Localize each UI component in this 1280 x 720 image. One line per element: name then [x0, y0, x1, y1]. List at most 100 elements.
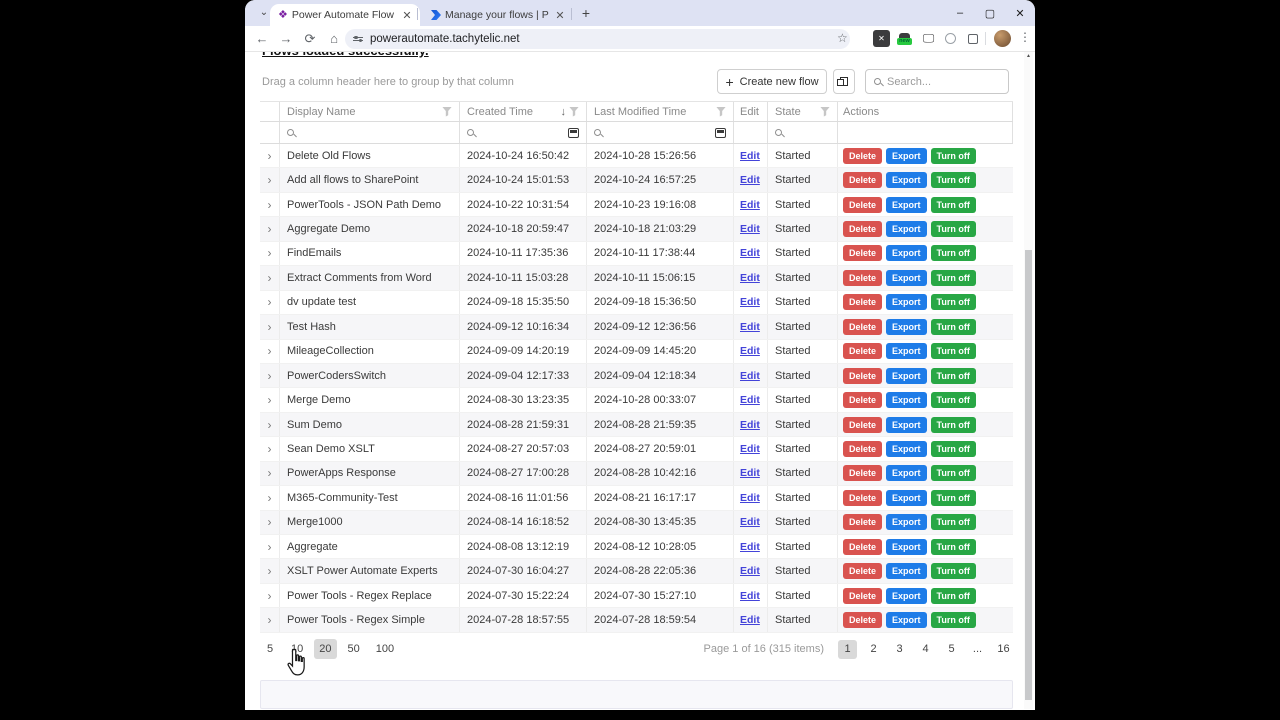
row-expand-icon[interactable]: › — [267, 393, 272, 408]
page-number-4[interactable]: 4 — [922, 643, 929, 655]
page-number-1[interactable]: 1 — [838, 639, 857, 659]
page-size-50[interactable]: 50 — [347, 643, 360, 655]
extension-clock-icon[interactable] — [942, 30, 959, 47]
export-button[interactable]: Export — [886, 612, 927, 629]
delete-button[interactable]: Delete — [843, 392, 883, 409]
column-chooser-button[interactable] — [833, 69, 855, 94]
turn-off-button[interactable]: Turn off — [930, 514, 976, 531]
row-expand-icon[interactable]: › — [267, 173, 272, 188]
search-input[interactable] — [887, 75, 1000, 88]
expand-cell[interactable]: › — [260, 290, 280, 315]
extension-monitor-icon[interactable]: 🖵 — [922, 31, 935, 45]
column-header-created-time[interactable]: Created Time ↓ — [460, 102, 587, 121]
page-number-3[interactable]: 3 — [896, 643, 903, 655]
export-button[interactable]: Export — [886, 563, 927, 580]
address-bar[interactable]: powerautomate.tachytelic.net — [345, 29, 850, 49]
export-button[interactable]: Export — [886, 538, 927, 555]
row-expand-icon[interactable]: › — [267, 246, 272, 261]
delete-button[interactable]: Delete — [843, 538, 883, 555]
row-expand-icon[interactable]: › — [267, 148, 272, 163]
edit-link[interactable]: Edit — [740, 369, 760, 382]
export-button[interactable]: Export — [886, 440, 927, 457]
export-button[interactable]: Export — [886, 489, 927, 506]
row-expand-icon[interactable]: › — [267, 344, 272, 359]
edit-link[interactable]: Edit — [740, 149, 760, 162]
edit-link[interactable]: Edit — [740, 296, 760, 309]
export-button[interactable]: Export — [886, 367, 927, 384]
delete-button[interactable]: Delete — [843, 343, 883, 360]
new-tab-button[interactable]: + — [581, 5, 591, 21]
row-expand-icon[interactable]: › — [267, 319, 272, 334]
page-number-16[interactable]: 16 — [997, 643, 1010, 655]
delete-button[interactable]: Delete — [843, 196, 883, 213]
filter-icon[interactable] — [716, 106, 726, 117]
expand-cell[interactable]: › — [260, 315, 280, 339]
expand-cell[interactable]: › — [260, 266, 280, 290]
edit-link[interactable]: Edit — [740, 565, 760, 578]
delete-button[interactable]: Delete — [843, 440, 883, 457]
turn-off-button[interactable]: Turn off — [930, 612, 976, 629]
filter-cell-created-time[interactable] — [460, 122, 587, 143]
column-header-state[interactable]: State — [768, 102, 838, 121]
delete-button[interactable]: Delete — [843, 147, 883, 164]
delete-button[interactable]: Delete — [843, 294, 883, 311]
turn-off-button[interactable]: Turn off — [930, 465, 976, 482]
tab-close-icon[interactable]: ✕ — [555, 9, 565, 22]
row-expand-icon[interactable]: › — [267, 222, 272, 237]
turn-off-button[interactable]: Turn off — [930, 416, 976, 433]
row-expand-icon[interactable]: › — [267, 197, 272, 212]
edit-link[interactable]: Edit — [740, 320, 760, 333]
turn-off-button[interactable]: Turn off — [930, 172, 976, 189]
edit-link[interactable]: Edit — [740, 247, 760, 260]
export-button[interactable]: Export — [886, 465, 927, 482]
delete-button[interactable]: Delete — [843, 587, 883, 604]
turn-off-button[interactable]: Turn off — [930, 196, 976, 213]
export-button[interactable]: Export — [886, 294, 927, 311]
row-expand-icon[interactable]: › — [267, 515, 272, 530]
export-button[interactable]: Export — [886, 269, 927, 286]
expand-cell[interactable]: › — [260, 412, 280, 437]
calendar-icon[interactable] — [715, 127, 726, 138]
turn-off-button[interactable]: Turn off — [930, 294, 976, 311]
edit-link[interactable]: Edit — [740, 540, 760, 553]
export-button[interactable]: Export — [886, 318, 927, 335]
turn-off-button[interactable]: Turn off — [930, 343, 976, 360]
row-expand-icon[interactable]: › — [267, 588, 272, 603]
row-expand-icon[interactable]: › — [267, 613, 272, 628]
export-button[interactable]: Export — [886, 416, 927, 433]
tab-power-automate-flow-admin[interactable]: ❖ Power Automate Flow Admin ✕ — [270, 4, 420, 26]
delete-button[interactable]: Delete — [843, 221, 883, 238]
expand-cell[interactable]: › — [260, 339, 280, 363]
page-size-20[interactable]: 20 — [314, 639, 337, 659]
filter-cell-state[interactable] — [768, 122, 838, 143]
row-expand-icon[interactable]: › — [267, 466, 272, 481]
expand-cell[interactable]: › — [260, 608, 280, 632]
expand-cell[interactable]: › — [260, 461, 280, 486]
extensions-puzzle-icon[interactable] — [964, 30, 981, 47]
delete-button[interactable]: Delete — [843, 563, 883, 580]
edit-link[interactable]: Edit — [740, 223, 760, 236]
export-button[interactable]: Export — [886, 245, 927, 262]
filter-icon[interactable] — [820, 106, 830, 117]
row-expand-icon[interactable]: › — [267, 539, 272, 554]
delete-button[interactable]: Delete — [843, 416, 883, 433]
turn-off-button[interactable]: Turn off — [930, 563, 976, 580]
page-scrollbar[interactable]: ▲ — [1024, 52, 1033, 709]
expand-cell[interactable]: › — [260, 535, 280, 559]
tab-search-button[interactable]: ⌄ — [259, 7, 269, 18]
row-expand-icon[interactable]: › — [267, 368, 272, 383]
minimize-button[interactable]: – — [956, 7, 964, 19]
row-expand-icon[interactable]: › — [267, 441, 272, 456]
edit-link[interactable]: Edit — [740, 589, 760, 602]
expand-cell[interactable]: › — [260, 486, 280, 510]
turn-off-button[interactable]: Turn off — [930, 318, 976, 335]
extension-x-icon[interactable]: ✕ — [873, 30, 890, 47]
export-button[interactable]: Export — [886, 172, 927, 189]
export-button[interactable]: Export — [886, 147, 927, 164]
expand-cell[interactable]: › — [260, 583, 280, 608]
filter-cell-last-modified-time[interactable] — [587, 122, 734, 143]
turn-off-button[interactable]: Turn off — [930, 440, 976, 457]
expand-cell[interactable]: › — [260, 559, 280, 583]
turn-off-button[interactable]: Turn off — [930, 587, 976, 604]
delete-button[interactable]: Delete — [843, 318, 883, 335]
